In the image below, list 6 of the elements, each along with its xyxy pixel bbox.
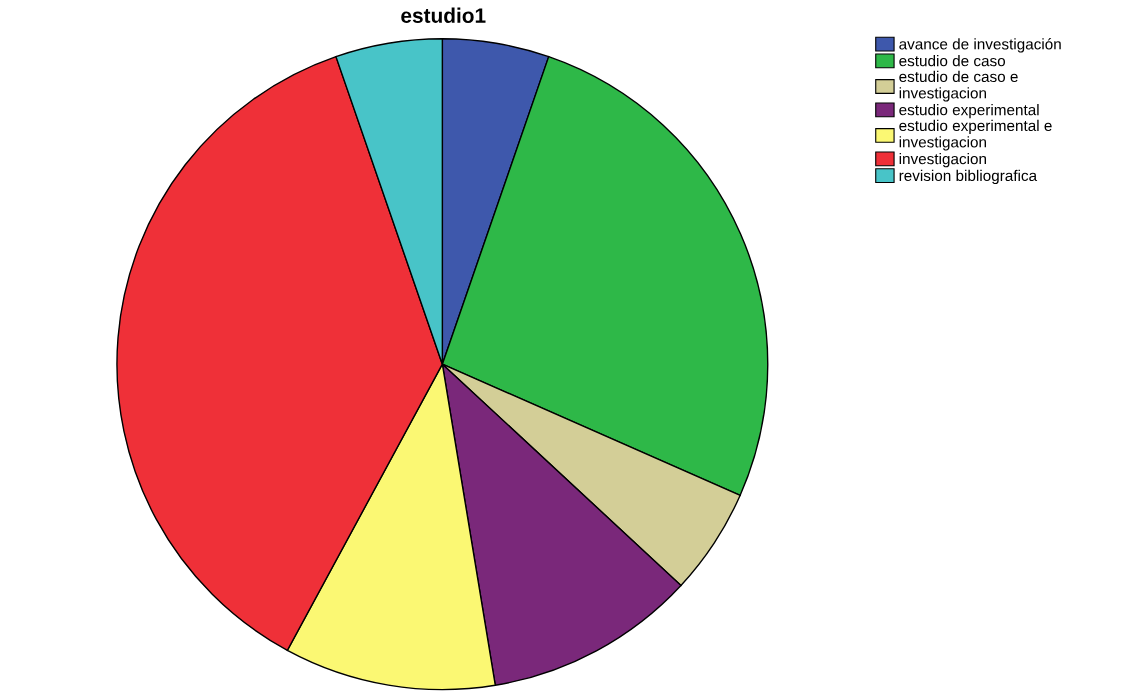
legend-label: avance de investigación: [899, 38, 1061, 53]
chart-title: estudio1: [401, 7, 486, 23]
legend-label: revision bibliografica: [899, 169, 1038, 185]
legend-label: estudio experimental: [899, 104, 1039, 119]
legend-label: investigacion: [899, 153, 986, 168]
legend-label: estudio de caso: [899, 55, 1006, 67]
